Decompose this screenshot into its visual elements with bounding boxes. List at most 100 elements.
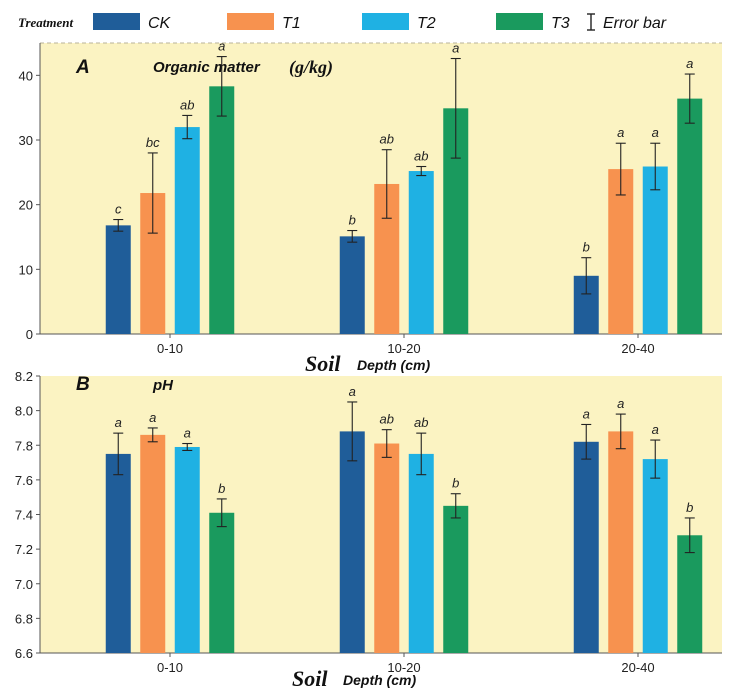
bar-t2-0-10 [174,446,200,653]
significance-label: ab [180,97,194,112]
legend-error-label: Error bar [603,15,667,32]
bar-ck-0-10 [105,453,131,653]
panel-organic-matter: A Organic matter (g/kg) 0 10 20 30 40 0-10 10-… [19,39,722,376]
bar-t3-0-10 [209,86,235,335]
bar-t1-20-40 [608,431,634,653]
bar-t2-20-40 [642,459,668,653]
error-bar [581,423,592,460]
error-bar [147,152,158,234]
y-tick-label: 7.8 [15,438,33,453]
significance-label: a [617,396,624,411]
bar-t2-10-20 [408,171,434,334]
legend-title: Treatment [18,15,74,30]
error-bar [182,114,193,140]
error-bar [147,427,158,443]
legend-label-ck: CK [148,15,172,32]
bar-t2-10-20 [408,453,434,653]
y-tick-label: 30 [19,133,33,148]
error-bar [615,413,626,450]
significance-label: a [452,41,459,56]
x-tick-label: 0-10 [157,341,183,356]
significance-label: a [149,410,156,425]
bar-t2-0-10 [174,127,200,334]
significance-label: b [218,481,225,496]
panel-ph: B pH 6.6 6.8 7.0 7.2 7.4 7.6 7.8 8.0 8.2 0-10 10-2… [15,369,722,690]
bar-ck-0-10 [105,225,131,334]
legend-error-bar: Error bar [587,13,667,32]
x-axis-label-a-soil: Soil [305,351,341,376]
error-bar [684,73,695,124]
x-tick-label: 20-40 [621,660,654,675]
significance-label: ab [414,149,428,164]
y-tick-label: 40 [19,68,33,83]
bar-t2-20-40 [642,166,668,334]
significance-label: a [686,56,693,71]
significance-label: b [583,240,590,255]
legend-swatch-t2 [362,13,409,30]
bar-t3-0-10 [209,512,235,653]
y-tick-label: 7.6 [15,473,33,488]
bar-ck-20-40 [573,441,599,653]
error-bar [381,429,392,458]
error-bar [416,432,427,476]
legend-swatch-t3 [496,13,543,30]
x-tick-label: 10-20 [387,341,420,356]
error-bar [216,56,227,117]
error-bar [216,498,227,528]
significance-label: ab [380,412,394,427]
x-tick-label: 20-40 [621,341,654,356]
error-bar [450,493,461,519]
x-axis-label-a-depth: Depth (cm) [357,357,430,373]
significance-label: c [115,202,122,217]
error-bar [113,218,124,232]
legend-swatch-ck [93,13,140,30]
legend: Treatment CK T1 T2 T3 Error bar [18,13,667,32]
panel-unit-a: (g/kg) [289,57,333,78]
error-bar [450,57,461,159]
x-axis-label-b-soil: Soil [292,666,328,690]
legend-label-t1: T1 [282,15,301,32]
legend-swatch-t1 [227,13,274,30]
x-tick-label: 10-20 [387,660,420,675]
x-tick-label: 0-10 [157,660,183,675]
significance-label: b [686,500,693,515]
y-tick-label: 0 [26,327,33,342]
bar-t3-10-20 [443,505,469,653]
significance-label: ab [380,132,394,147]
bar-ck-10-20 [339,431,365,653]
y-tick-label: 6.8 [15,611,33,626]
bar-t3-20-40 [677,535,703,653]
panel-letter-a: A [75,57,90,78]
error-bar [113,432,124,476]
y-tick-label: 8.2 [15,369,33,384]
error-bar [581,257,592,295]
error-bar [416,165,427,177]
bar-t1-20-40 [608,169,634,334]
y-tick-label: 20 [19,198,33,213]
error-bar [615,142,626,196]
error-bar [347,401,358,462]
error-bar [650,439,661,479]
legend-label-t3: T3 [551,15,570,32]
significance-label: b [452,476,459,491]
bar-ck-10-20 [339,236,365,334]
significance-label: bc [146,135,160,150]
bar-t1-10-20 [374,443,400,653]
significance-label: a [652,422,659,437]
error-bar [182,442,193,451]
panel-title-b: pH [152,377,174,394]
y-tick-label: 6.6 [15,646,33,661]
significance-label: a [617,125,624,140]
significance-label: a [218,39,225,54]
legend-label-t2: T2 [417,15,436,32]
significance-label: a [349,384,356,399]
x-axis-label-b-depth: Depth (cm) [343,672,416,688]
panel-title-a: Organic matter [153,59,261,76]
significance-label: a [583,406,590,421]
y-tick-label: 7.0 [15,577,33,592]
error-bar [381,149,392,219]
error-bar [347,229,358,243]
bar-t3-20-40 [677,98,703,334]
significance-label: a [184,426,191,441]
